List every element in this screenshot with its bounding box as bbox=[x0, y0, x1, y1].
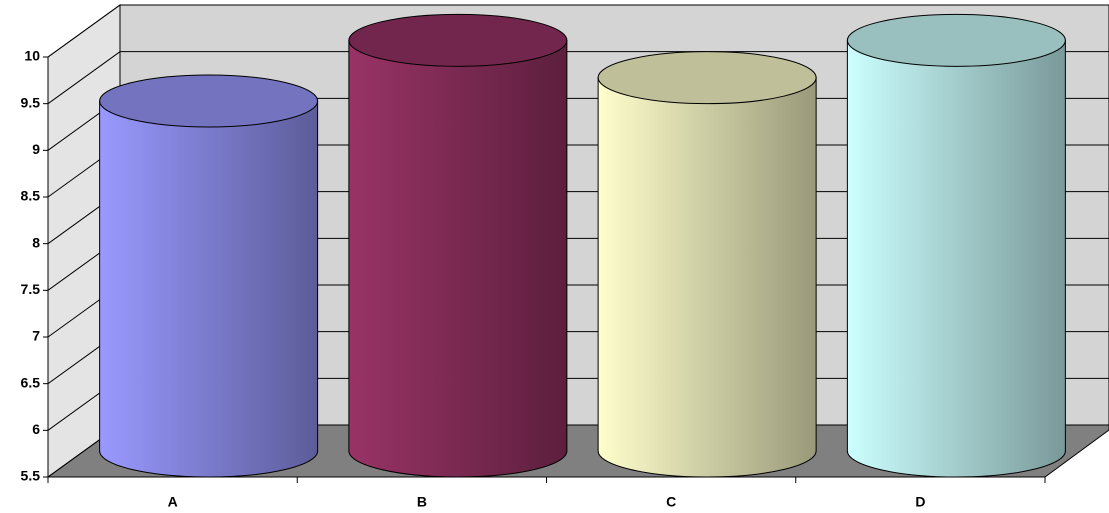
grid-line bbox=[47, 51, 121, 105]
y-tick-label: 8 bbox=[32, 234, 40, 250]
x-tick-label: D bbox=[915, 494, 925, 510]
cylinder-body bbox=[846, 39, 1066, 478]
cylinder-body bbox=[99, 100, 319, 478]
x-tick-label: B bbox=[417, 494, 427, 510]
y-tick-label: 10 bbox=[24, 48, 40, 64]
cylinder bbox=[597, 51, 817, 478]
x-tick-label: C bbox=[666, 494, 676, 510]
y-tick-label: 6.5 bbox=[21, 374, 41, 390]
cylinder-top bbox=[348, 13, 568, 67]
y-tick-label: 8.5 bbox=[21, 188, 41, 204]
cylinder-top bbox=[597, 51, 817, 105]
cylinder-top bbox=[99, 74, 319, 128]
y-tick-label: 7.5 bbox=[21, 281, 41, 297]
cylinder-body bbox=[597, 77, 817, 478]
x-tick-label: A bbox=[168, 494, 178, 510]
grid-line bbox=[47, 4, 121, 58]
cylinder bbox=[348, 13, 568, 478]
cylinder-body bbox=[348, 39, 568, 478]
y-tick-label: 7 bbox=[32, 328, 40, 344]
cylinder bbox=[846, 13, 1066, 478]
y-tick-label: 9 bbox=[32, 141, 40, 157]
y-tick-label: 5.5 bbox=[21, 468, 41, 484]
cylinder-top bbox=[846, 13, 1066, 67]
y-tick-label: 6 bbox=[32, 421, 40, 437]
cylinder bbox=[99, 74, 319, 478]
y-tick-label: 9.5 bbox=[21, 94, 41, 110]
